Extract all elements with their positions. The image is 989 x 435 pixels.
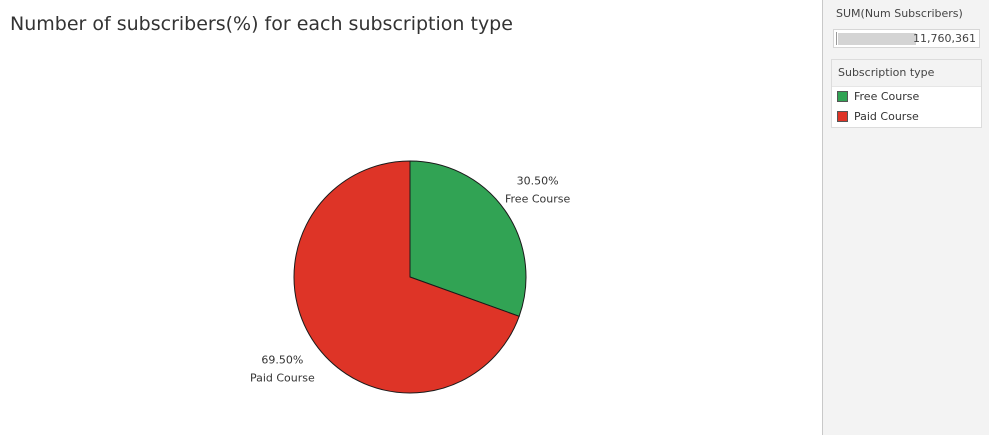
- pie-label-free-course: 30.50% Free Course: [505, 174, 570, 205]
- legend-swatch-free-course: [837, 91, 848, 102]
- chart-title: Number of subscribers(%) for each subscr…: [10, 13, 513, 35]
- pie-value-label: 69.50%: [261, 354, 303, 367]
- pie-category-label: Paid Course: [250, 372, 315, 385]
- pie-slice-paid-course[interactable]: [293, 160, 520, 394]
- pie-chart: 30.50% Free Course 69.50% Paid Course: [250, 160, 570, 394]
- slider-handle[interactable]: [836, 32, 837, 45]
- legend-label: Free Course: [854, 90, 920, 103]
- pie-label-paid-course: 69.50% Paid Course: [250, 354, 315, 385]
- pie-value-label: 30.50%: [517, 174, 559, 187]
- legend-item-free-course[interactable]: Free Course: [832, 87, 981, 107]
- subscribers-filter: SUM(Num Subscribers) 11,760,361: [830, 2, 982, 48]
- legend-title: Subscription type: [832, 60, 981, 87]
- filter-range-slider[interactable]: 11,760,361: [833, 29, 980, 48]
- slider-track[interactable]: [838, 33, 916, 45]
- pie-slice-free-course[interactable]: [409, 160, 527, 317]
- legend-swatch-paid-course: [837, 111, 848, 122]
- filter-title: SUM(Num Subscribers): [836, 7, 963, 20]
- filter-value: 11,760,361: [913, 32, 976, 45]
- legend: Subscription type Free Course Paid Cours…: [831, 59, 982, 128]
- legend-item-paid-course[interactable]: Paid Course: [832, 107, 981, 127]
- pie-category-label: Free Course: [505, 192, 570, 205]
- legend-label: Paid Course: [854, 110, 919, 123]
- side-panel: SUM(Num Subscribers) 11,760,361 Subscrip…: [822, 0, 989, 435]
- chart-area: 30.50% Free Course 69.50% Paid Course: [250, 160, 570, 394]
